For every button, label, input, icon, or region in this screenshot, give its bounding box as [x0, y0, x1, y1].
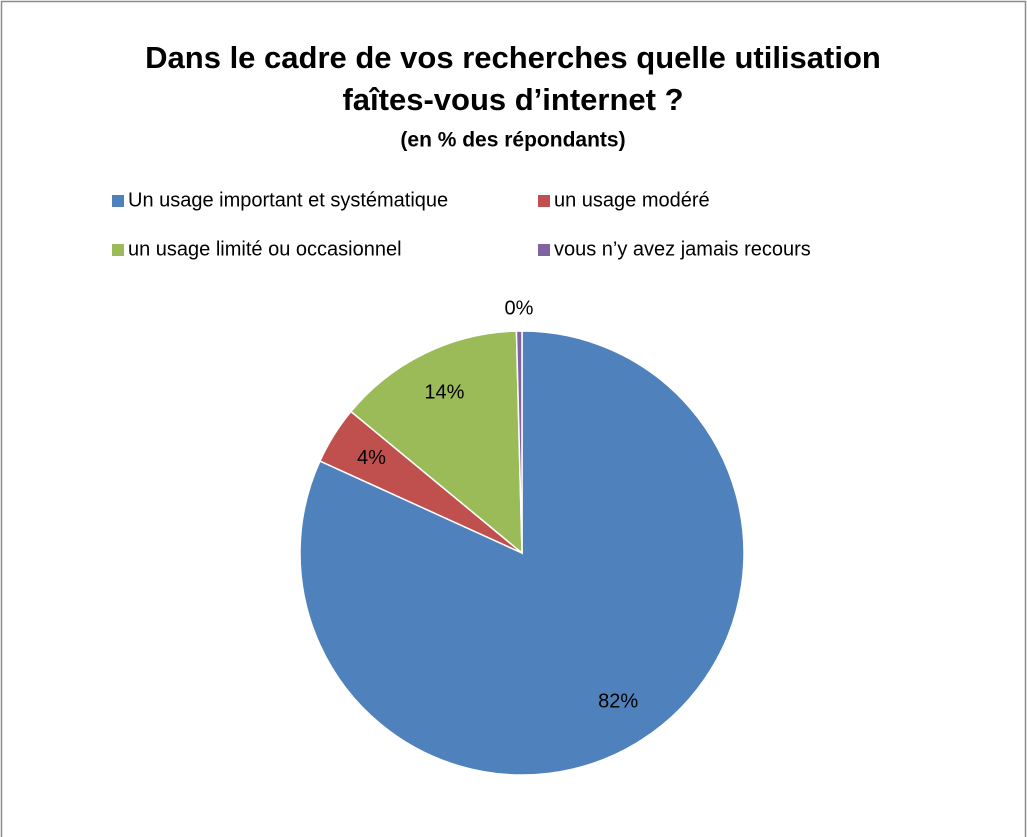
chart-subtitle: (en % des répondants) [400, 129, 625, 152]
legend-swatch [538, 195, 550, 207]
legend-label: un usage modéré [554, 189, 710, 211]
legend-label: vous n’y avez jamais recours [554, 238, 811, 260]
legend-label: Un usage important et systématique [128, 189, 448, 211]
pie-slice [515, 330, 523, 554]
legend-swatch [112, 195, 124, 207]
legend-swatch [538, 244, 550, 256]
chart-title: faîtes-vous d’internet ? [342, 82, 683, 117]
data-label: 82% [598, 691, 638, 713]
data-label: 0% [504, 297, 533, 319]
legend-label: un usage limité ou occasionnel [128, 238, 402, 260]
pie-slice [349, 330, 523, 555]
data-label: 4% [357, 447, 386, 469]
chart-title: Dans le cadre de vos recherches quelle u… [145, 40, 881, 75]
legend-swatch [112, 244, 124, 256]
data-label: 14% [424, 382, 464, 404]
